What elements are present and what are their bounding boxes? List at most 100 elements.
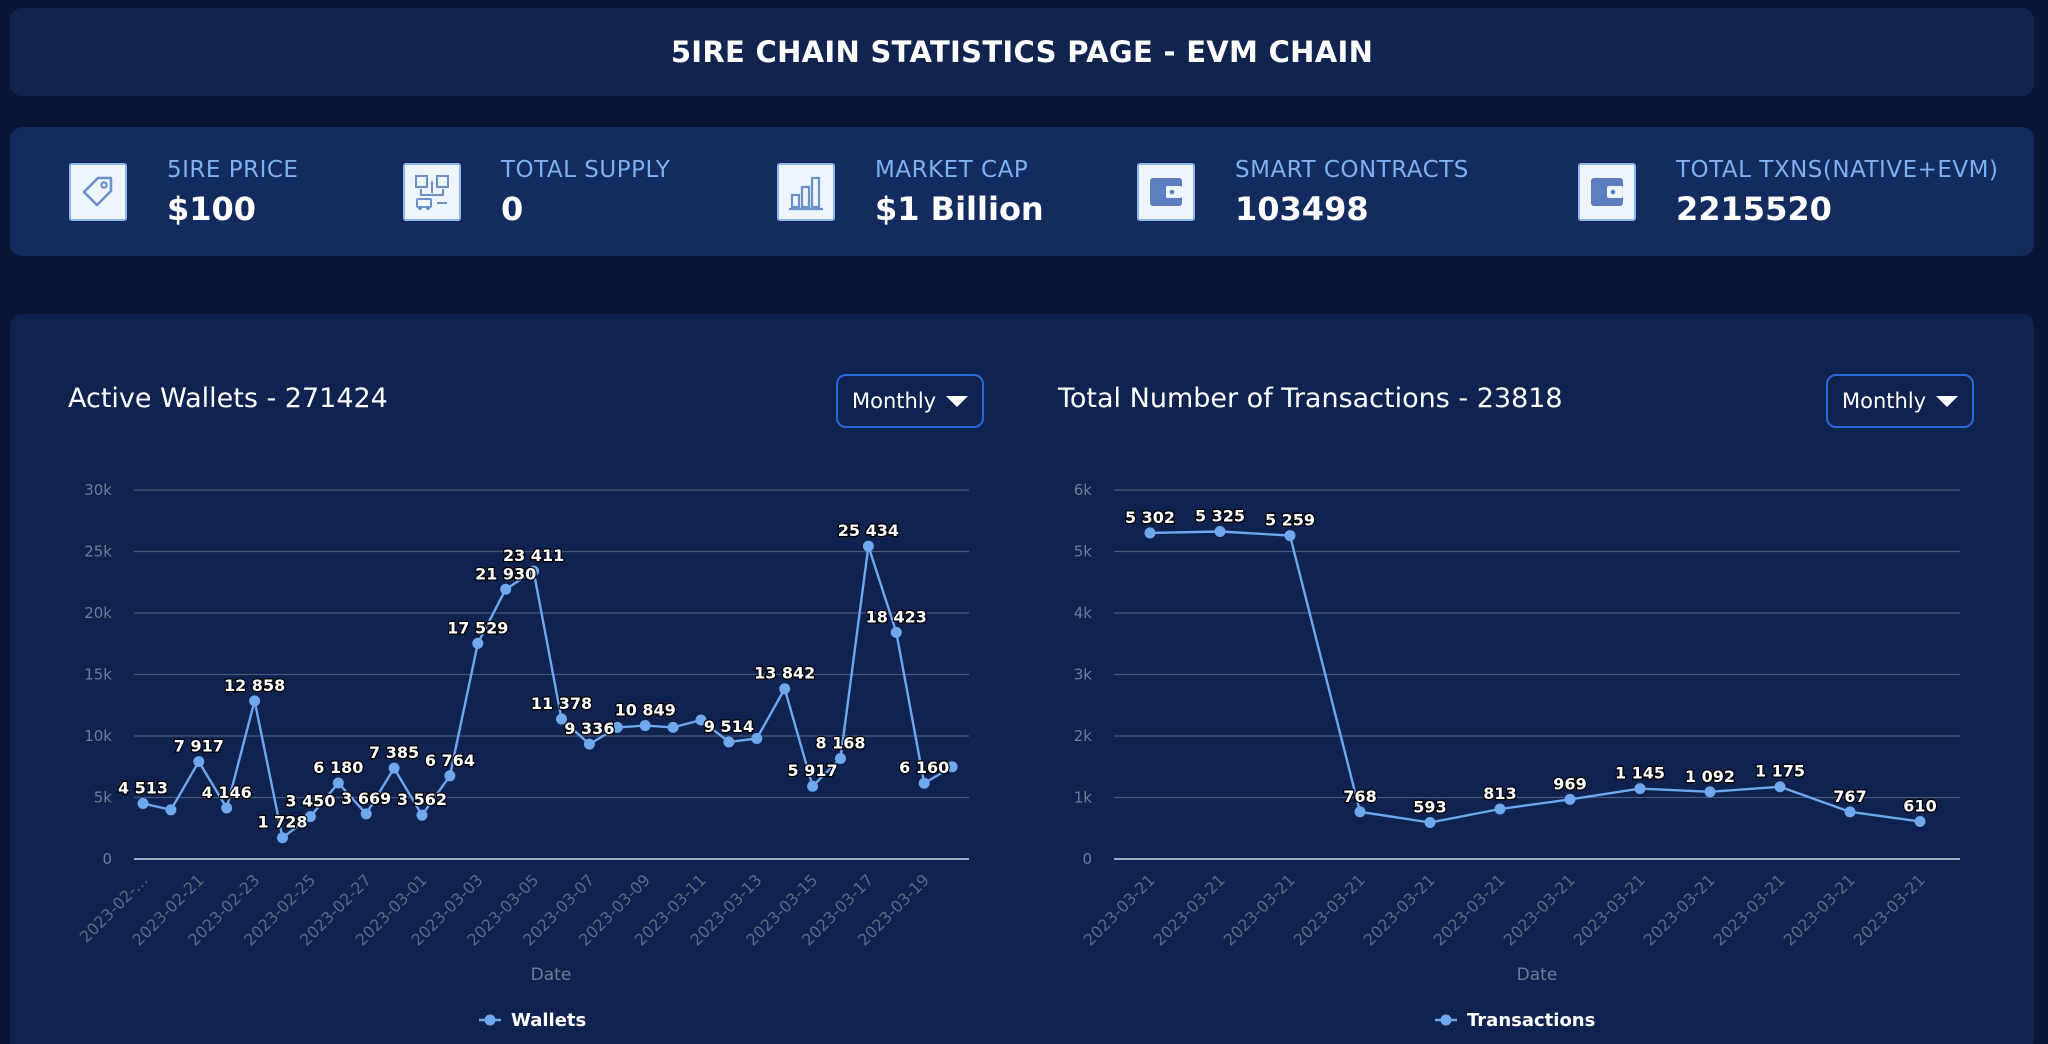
data-point [1354,806,1366,818]
wallet-icon [1137,162,1195,221]
supply-chain-icon [403,162,461,221]
y-tick-label: 1k [1074,789,1093,807]
data-point [835,753,846,765]
data-label: 4 146 [202,783,252,802]
data-label: 1 145 [1615,764,1665,783]
data-label: 813 [1483,784,1516,803]
page-header: 5IRE CHAIN STATISTICS PAGE - EVM CHAIN [10,8,2034,96]
stat-total-supply: TOTAL SUPPLY 0 [403,127,670,256]
data-label: 6 180 [313,758,363,777]
data-label: 23 411 [503,546,564,565]
y-tick-label: 5k [94,789,113,807]
wallets-chart-title: Active Wallets - 271424 [68,383,388,414]
data-label: 10 849 [615,701,676,720]
data-label: 9 514 [704,717,754,736]
x-tick-label: 2023-03-21 [1710,870,1789,949]
data-label: 21 930 [475,564,536,583]
data-label: 767 [1833,787,1866,806]
stat-market-cap: MARKET CAP $1 Billion [777,127,1044,256]
data-point [221,802,233,814]
x-tick-label: 2023-03-21 [1290,870,1369,949]
data-label: 18 423 [866,607,927,626]
data-point [779,683,791,695]
x-tick-label: 2023-03-21 [1570,870,1649,949]
data-label: 6 160 [899,758,949,777]
data-label: 9 336 [564,719,614,738]
wallets-period-dropdown[interactable]: Monthly [836,374,984,428]
x-tick-label: 2023-03-21 [1360,870,1439,949]
data-point [1214,526,1226,538]
stat-value: $1 Billion [875,189,1044,228]
data-point [639,720,651,732]
stat-label: MARKET CAP [875,156,1029,183]
data-label: 7 385 [369,743,419,762]
data-point [332,777,344,789]
data-point [416,809,428,821]
data-label: 5 259 [1265,511,1315,530]
data-label: 3 562 [397,790,447,809]
data-point [528,565,540,577]
page-title: 5IRE CHAIN STATISTICS PAGE - EVM CHAIN [670,35,1374,69]
x-axis-title: Date [531,965,572,985]
stat-price: 5IRE PRICE $100 [69,127,298,256]
y-tick-label: 2k [1074,727,1093,745]
stat-smart-contracts: SMART CONTRACTS 103498 [1137,127,1469,256]
price-tag-icon [69,162,127,221]
data-point [890,626,902,638]
data-label: 5 325 [1195,507,1245,526]
dropdown-value: Monthly [852,389,937,413]
chevron-down-icon [946,396,968,407]
data-label: 25 434 [838,521,899,540]
stat-total-txns: TOTAL TXNS(NATIVE+EVM) 2215520 [1578,127,1998,256]
data-point [723,736,735,748]
y-tick-label: 15k [84,666,112,684]
data-label: 17 529 [447,618,508,637]
y-tick-label: 0 [1082,850,1092,868]
x-tick-label: 2023-03-21 [1850,870,1929,949]
data-point [249,695,261,707]
x-tick-label: 2023-03-21 [1080,870,1159,949]
legend-label: Transactions [1467,1010,1595,1031]
y-tick-label: 20k [84,604,112,622]
data-point [277,832,288,844]
transactions-period-dropdown[interactable]: Monthly [1826,374,1974,428]
legend-marker [484,1014,496,1026]
y-tick-label: 0 [102,850,112,868]
x-tick-label: 2023-03-21 [1640,870,1719,949]
data-point [611,721,623,733]
stat-label: 5IRE PRICE [167,156,299,183]
series-line [142,545,953,840]
data-point [946,761,958,773]
y-tick-label: 5k [1074,543,1093,561]
data-point [500,583,512,595]
data-point [807,780,819,792]
data-label: 969 [1553,774,1586,793]
data-label: 8 168 [815,734,865,753]
stat-label: TOTAL SUPPLY [501,156,671,183]
data-label: 1 092 [1685,767,1735,786]
dropdown-value: Monthly [1842,389,1927,413]
data-label: 610 [1903,796,1936,815]
data-label: 5 917 [788,761,838,780]
data-label: 1 175 [1755,762,1805,781]
data-point [1914,815,1926,827]
data-label: 3 450 [285,792,335,811]
data-point [137,797,149,809]
wallet-icon [1578,162,1636,221]
data-point [918,777,930,789]
x-tick-label: 2023-03-21 [1500,870,1579,949]
data-point [1494,803,1506,815]
chevron-down-icon [1936,396,1958,407]
stat-label: SMART CONTRACTS [1235,156,1469,183]
data-point [1634,783,1646,795]
legend-label: Wallets [511,1010,586,1031]
data-point [193,756,205,768]
y-tick-label: 4k [1074,604,1093,622]
y-tick-label: 3k [1074,666,1093,684]
stat-value: 0 [501,189,524,228]
x-axis-title: Date [1517,965,1558,985]
x-tick-label: 2023-03-21 [1780,870,1859,949]
data-point [165,804,177,816]
legend-marker [1440,1014,1452,1026]
